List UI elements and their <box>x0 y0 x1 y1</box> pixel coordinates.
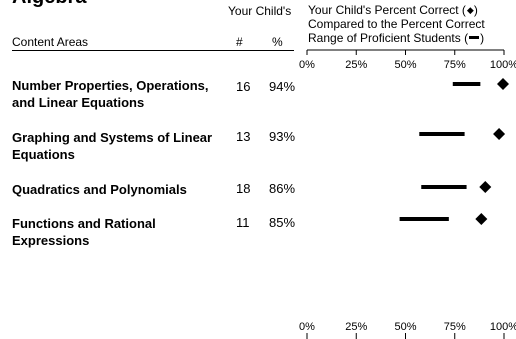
top-scale-label-75: 75% <box>444 59 466 71</box>
row-percent-1: 94% <box>269 79 296 94</box>
child-score-diamond-1 <box>497 78 509 90</box>
content-area-label-3: Quadratics and Polynomials <box>12 182 187 197</box>
bottom-scale-label-0: 0% <box>299 321 315 333</box>
content-areas-header: Content Areas <box>12 35 89 49</box>
legend-line-3: Range of Proficient Students () <box>308 32 484 45</box>
section-title: Algebra <box>12 0 86 9</box>
row-count-1: 16 <box>236 79 251 94</box>
row-count-4: 11 <box>236 215 250 230</box>
legend-line-1-text: Your Child's Percent Correct ( <box>308 3 466 17</box>
number-column-header: # <box>236 35 243 49</box>
diamond-icon: ◆ <box>466 5 474 15</box>
bottom-scale-label-75: 75% <box>444 321 466 333</box>
bottom-scale-label-25: 25% <box>345 321 367 333</box>
content-area-label-4: Functions and Rational Expressions <box>12 216 156 248</box>
legend-line-1-close: ) <box>473 3 478 17</box>
row-count-3: 18 <box>236 181 251 196</box>
row-percent-2: 93% <box>269 129 296 144</box>
legend-line-2: Compared to the Percent Correct <box>308 17 485 31</box>
row-percent-4: 85% <box>269 215 296 230</box>
your-childs-column-group-label: Your Child's <box>228 4 292 18</box>
bottom-scale-label-50: 50% <box>394 321 416 333</box>
legend-line-1: Your Child's Percent Correct (◆) <box>308 4 478 17</box>
top-scale-label-100: 100% <box>490 59 516 71</box>
top-scale-label-25: 25% <box>345 59 367 71</box>
top-scale-label-50: 50% <box>394 59 416 71</box>
child-score-diamond-3 <box>479 181 492 193</box>
child-score-diamond-4 <box>475 213 488 225</box>
header-rule <box>12 50 294 51</box>
top-scale-label-0: 0% <box>299 59 315 71</box>
legend-line-3-text: Range of Proficient Students ( <box>308 31 469 45</box>
row-percent-3: 86% <box>269 181 296 196</box>
legend-line-3-close: ) <box>480 31 485 45</box>
content-area-label-1: Number Properties, Operations, and Linea… <box>12 78 209 110</box>
content-area-label-2: Graphing and Systems of Linear Equations <box>12 130 213 162</box>
percent-column-header: % <box>272 35 283 49</box>
bottom-scale-label-100: 100% <box>490 321 516 333</box>
row-count-2: 13 <box>236 129 251 144</box>
child-score-diamond-2 <box>493 128 506 140</box>
bar-icon <box>469 36 480 39</box>
